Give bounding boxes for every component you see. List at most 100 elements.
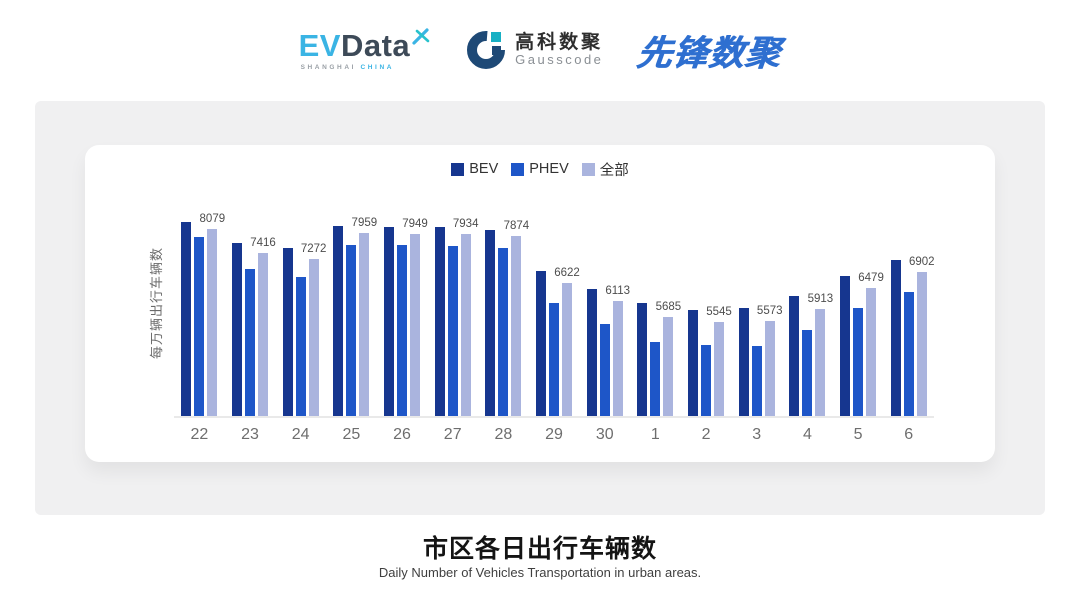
evdata-sub-shanghai: SHANGHAI: [300, 63, 357, 71]
bar-value-label-day-30: 6113: [605, 285, 631, 297]
bar-value-label-day-4: 5913: [807, 293, 834, 305]
bar-group-day-2: 5545: [681, 208, 732, 416]
bar-group-day-29: 6622: [529, 208, 580, 416]
bar-wrap-bev: [688, 310, 699, 416]
legend: BEV PHEV 全部: [85, 159, 995, 180]
bar-wrap-all: 7959: [352, 217, 377, 416]
bar-group-day-22: 8079: [174, 208, 225, 416]
bar-value-label-day-23: 7416: [250, 237, 276, 249]
bar-group-day-26: 7949: [377, 208, 428, 416]
bar-wrap-phev: [194, 237, 205, 416]
bar-phev-day-29: [549, 303, 560, 416]
bar-group-day-4: 5913: [782, 208, 833, 416]
bar-group-day-23: 7416: [225, 208, 276, 416]
bar-value-label-day-5: 6479: [858, 272, 884, 284]
bar-phev-day-1: [650, 342, 661, 416]
legend-swatch-bev: [451, 162, 465, 176]
legend-label-all: 全部: [599, 162, 629, 179]
bar-wrap-bev: [181, 222, 192, 416]
bar-wrap-bev: [333, 226, 344, 416]
bar-phev-day-28: [498, 248, 509, 416]
bar-wrap-bev: [232, 243, 242, 416]
gausscode-name-cn: 高科数聚: [515, 31, 604, 53]
bar-value-label-day-24: 7272: [300, 243, 327, 255]
bar-all-day-2: [714, 322, 725, 416]
gausscode-mark-icon: [467, 31, 506, 69]
bar-phev-day-30: [599, 324, 610, 416]
x-tick-label-22: 22: [190, 426, 209, 443]
bar-wrap-bev: [840, 276, 851, 416]
sparkle-x-icon: [412, 27, 430, 45]
bar-phev-day-22: [194, 237, 205, 416]
chart-title: 市区各日出行车辆数: [422, 535, 657, 563]
legend-item-all: 全部: [581, 159, 629, 180]
bar-phev-day-26: [397, 245, 408, 416]
bar-bev-day-27: [434, 227, 445, 416]
x-tick-label-28: 28: [494, 426, 513, 443]
pioneer-logo: 先锋数聚: [635, 33, 784, 73]
bar-phev-day-6: [903, 292, 914, 416]
bar-value-label-day-6: 6902: [908, 256, 935, 268]
x-tick-label-23: 23: [241, 426, 259, 443]
bar-group-day-5: 6479: [833, 208, 884, 416]
bar-phev-day-4: [802, 330, 813, 416]
legend-swatch-phev: [511, 162, 525, 176]
x-tick-label-30: 30: [595, 426, 614, 443]
bar-wrap-phev: [802, 330, 813, 416]
bar-wrap-bev: [536, 271, 547, 416]
bar-phev-day-5: [853, 308, 864, 416]
bar-wrap-phev: [751, 346, 762, 416]
bar-all-day-24: [308, 259, 319, 416]
bar-wrap-bev: [586, 289, 597, 416]
bar-wrap-phev: [903, 292, 914, 416]
bar-wrap-all: 7272: [301, 243, 326, 416]
bar-group-day-25: 7959: [326, 208, 377, 416]
bar-wrap-bev: [738, 308, 749, 416]
legend-label-bev: BEV: [469, 161, 499, 177]
bar-wrap-bev: [282, 248, 293, 416]
bar-phev-day-27: [447, 246, 458, 416]
bar-group-day-1: 5685: [630, 208, 681, 416]
bar-wrap-phev: [295, 277, 306, 416]
bar-value-label-day-3: 5573: [756, 305, 783, 317]
x-tick-label-29: 29: [545, 426, 563, 443]
bar-phev-day-3: [751, 346, 762, 416]
bar-group-day-28: 7874: [478, 208, 529, 416]
bar-all-day-30: [612, 301, 623, 416]
bar-value-label-day-25: 7959: [351, 217, 378, 229]
bar-wrap-bev: [485, 230, 496, 416]
x-tick-label-4: 4: [802, 426, 812, 443]
bar-value-label-day-26: 7949: [402, 218, 428, 230]
bar-wrap-phev: [346, 245, 357, 416]
bar-wrap-all: 6902: [909, 256, 935, 416]
bar-group-day-30: 6113: [579, 208, 630, 416]
bar-all-day-29: [562, 283, 573, 416]
gausscode-name-en: Gausscode: [515, 52, 604, 68]
legend-item-phev: PHEV: [511, 161, 569, 177]
bar-wrap-phev: [245, 269, 255, 416]
bar-wrap-all: 5545: [706, 306, 732, 416]
bar-phev-day-25: [346, 245, 357, 416]
bar-wrap-all: 8079: [200, 213, 225, 416]
bar-wrap-bev: [384, 227, 395, 416]
bar-bev-day-30: [586, 289, 597, 416]
x-tick-label-5: 5: [853, 426, 863, 443]
bar-bev-day-29: [536, 271, 547, 416]
plot-area: 8079 7416 7272 7959 7949 7934 7874 6622 6113 5685…: [174, 208, 935, 418]
bar-all-day-27: [460, 234, 471, 416]
bar-bev-day-1: [637, 303, 648, 416]
bar-wrap-all: 6113: [605, 285, 630, 416]
x-tick-label-6: 6: [904, 426, 914, 443]
bar-all-day-22: [207, 229, 218, 416]
bar-group-day-24: 7272: [275, 208, 326, 416]
bar-wrap-phev: [701, 345, 712, 416]
bar-bev-day-6: [890, 260, 901, 416]
bar-bev-day-22: [181, 222, 192, 416]
bar-bev-day-2: [688, 310, 699, 416]
legend-label-phev: PHEV: [529, 161, 569, 177]
bar-wrap-all: 6479: [858, 272, 884, 416]
bar-wrap-phev: [853, 308, 864, 416]
bar-bev-day-28: [485, 230, 496, 416]
bar-value-label-day-27: 7934: [452, 218, 479, 230]
bar-bev-day-24: [282, 248, 293, 416]
